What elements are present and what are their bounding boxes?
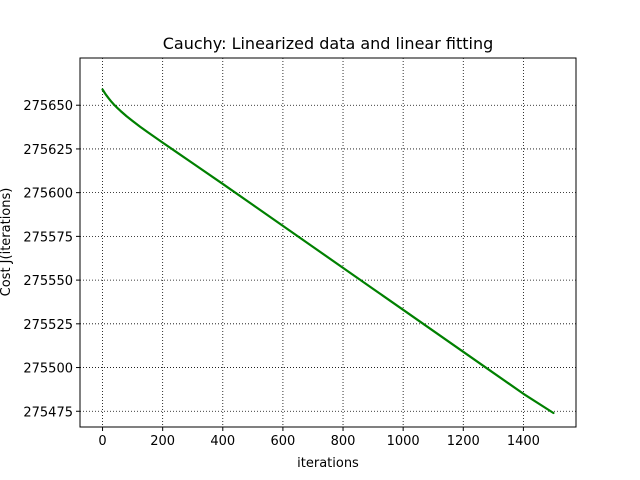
y-tick-label: 275600 — [23, 187, 73, 202]
y-tick-label: 275525 — [23, 318, 73, 333]
x-tick-label: 800 — [331, 434, 356, 449]
y-tick-label: 275475 — [23, 405, 73, 420]
y-tick-label: 275575 — [23, 230, 73, 245]
x-tick-label: 400 — [210, 434, 235, 449]
grid — [80, 58, 576, 427]
x-axis-label: iterations — [297, 456, 359, 471]
y-axis-label: Cost J(iterations) — [0, 188, 14, 297]
x-tick-label: 1000 — [387, 434, 420, 449]
x-tick-label: 1200 — [447, 434, 480, 449]
series-layer — [101, 88, 555, 415]
x-tick-label: 0 — [98, 434, 106, 449]
y-tick-label: 275650 — [23, 99, 73, 114]
plot-frame — [79, 57, 577, 428]
y-tick-label: 275500 — [23, 362, 73, 377]
ticks: 0 200 400 600 800 1000 1200 1400 275475 275500 275… — [23, 99, 540, 449]
y-tick-label: 275550 — [23, 274, 73, 289]
series-line — [101, 88, 555, 415]
x-tick-label: 600 — [270, 434, 295, 449]
x-tick-label: 1400 — [507, 434, 540, 449]
chart-title: Cauchy: Linearized data and linear fitti… — [163, 34, 494, 53]
x-tick-label: 200 — [150, 434, 175, 449]
y-tick-label: 275625 — [23, 143, 73, 158]
